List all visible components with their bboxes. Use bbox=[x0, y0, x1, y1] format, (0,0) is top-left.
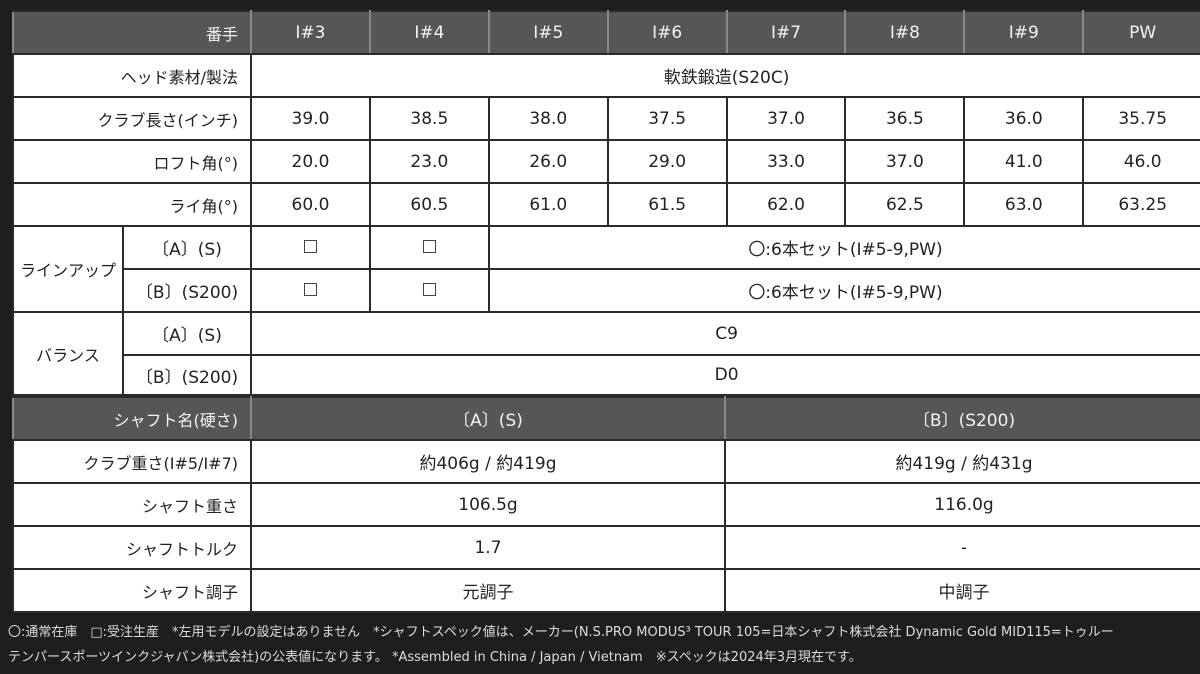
shaft-label: 〔B〕(S200) bbox=[121, 268, 253, 313]
club-header: I#4 bbox=[368, 10, 490, 55]
table-row: クラブ重さ(I#5/I#7) 約406g / 約419g 約419g / 約43… bbox=[12, 439, 1200, 484]
shaft-label: 〔B〕(S200) bbox=[121, 354, 253, 396]
square-icon bbox=[303, 282, 317, 296]
cell: 46.0 bbox=[1082, 139, 1200, 184]
cell: 元調子 bbox=[250, 568, 726, 613]
cell: 116.0g bbox=[724, 482, 1200, 527]
cell: 38.0 bbox=[487, 96, 609, 141]
shaft-label: 〔A〕(S) bbox=[121, 225, 253, 270]
made-to-order-mark bbox=[368, 225, 490, 270]
row-label: ヘッド素材/製法 bbox=[11, 53, 253, 98]
cell: 23.0 bbox=[368, 139, 490, 184]
shaft-label: 〔A〕(S) bbox=[121, 311, 253, 356]
header-row: シャフト名(硬さ) 〔A〕(S) 〔B〕(S200) bbox=[12, 396, 1200, 441]
balance-value: C9 bbox=[250, 311, 1200, 356]
club-header: I#5 bbox=[487, 10, 609, 55]
lineup-row: 〔B〕(S200) 〇:6本セット(I#5-9,PW) bbox=[13, 268, 1200, 313]
square-icon bbox=[422, 282, 436, 296]
length-row: クラブ長さ(インチ) 39.0 38.5 38.0 37.5 37.0 36.5… bbox=[11, 96, 1200, 141]
set-value: 〇:6本セット(I#5-9,PW) bbox=[487, 268, 1200, 313]
club-header: I#6 bbox=[606, 10, 728, 55]
row-label: シャフト調子 bbox=[12, 568, 252, 613]
cell: 63.25 bbox=[1082, 182, 1200, 227]
club-header: PW bbox=[1082, 10, 1200, 55]
head-material-row: ヘッド素材/製法 軟鉄鍛造(S20C) bbox=[11, 53, 1200, 98]
loft-row: ロフト角(°) 20.0 23.0 26.0 29.0 33.0 37.0 41… bbox=[11, 139, 1200, 184]
set-value: 〇:6本セット(I#5-9,PW) bbox=[487, 225, 1200, 270]
cell: 62.5 bbox=[844, 182, 966, 227]
club-number-label: 番手 bbox=[11, 10, 253, 55]
cell: 61.0 bbox=[487, 182, 609, 227]
spec-table: 番手 I#3 I#4 I#5 I#6 I#7 I#8 I#9 PW ヘッド素材/… bbox=[11, 10, 1200, 396]
balance-label: バランス bbox=[12, 311, 124, 396]
cell: 26.0 bbox=[487, 139, 609, 184]
cell: 35.75 bbox=[1082, 96, 1200, 141]
footnote-line-1: 〇:通常在庫 □:受注生産 *左用モデルの設定はありません *シャフトスペック値… bbox=[8, 625, 1114, 640]
row-label: シャフト重さ bbox=[12, 482, 252, 527]
club-header: I#8 bbox=[844, 10, 966, 55]
row-label: クラブ重さ(I#5/I#7) bbox=[12, 439, 252, 484]
shaft-header: 〔B〕(S200) bbox=[724, 396, 1200, 441]
table-row: シャフト調子 元調子 中調子 bbox=[12, 568, 1200, 613]
square-icon bbox=[303, 239, 317, 253]
cell: 約419g / 約431g bbox=[724, 439, 1200, 484]
cell: - bbox=[724, 525, 1200, 570]
cell: 37.0 bbox=[725, 96, 847, 141]
cell: 60.0 bbox=[250, 182, 371, 227]
cell: 20.0 bbox=[250, 139, 371, 184]
cell: 63.0 bbox=[963, 182, 1085, 227]
cell: 36.0 bbox=[963, 96, 1085, 141]
cell: 中調子 bbox=[724, 568, 1200, 613]
lineup-label: ラインアップ bbox=[12, 225, 124, 313]
head-material-value: 軟鉄鍛造(S20C) bbox=[250, 53, 1200, 98]
shaft-name-label: シャフト名(硬さ) bbox=[12, 396, 252, 441]
cell: 41.0 bbox=[963, 139, 1085, 184]
cell: 61.5 bbox=[606, 182, 728, 227]
cell: 39.0 bbox=[250, 96, 371, 141]
lie-row: ライ角(°) 60.0 60.5 61.0 61.5 62.0 62.5 63.… bbox=[11, 182, 1200, 227]
cell: 29.0 bbox=[606, 139, 728, 184]
balance-row: 〔B〕(S200) D0 bbox=[13, 354, 1200, 396]
cell: 1.7 bbox=[250, 525, 726, 570]
cell: 38.5 bbox=[368, 96, 490, 141]
club-header: I#3 bbox=[250, 10, 371, 55]
cell: 106.5g bbox=[250, 482, 726, 527]
made-to-order-mark bbox=[250, 225, 371, 270]
row-label: クラブ長さ(インチ) bbox=[11, 96, 253, 141]
cell: 36.5 bbox=[844, 96, 966, 141]
row-label: ライ角(°) bbox=[11, 182, 253, 227]
cell: 約406g / 約419g bbox=[250, 439, 726, 484]
cell: 60.5 bbox=[368, 182, 490, 227]
lineup-row: ラインアップ 〔A〕(S) 〇:6本セット(I#5-9,PW) bbox=[12, 225, 1200, 313]
made-to-order-mark bbox=[368, 268, 490, 313]
header-row: 番手 I#3 I#4 I#5 I#6 I#7 I#8 I#9 PW bbox=[11, 10, 1200, 55]
square-icon bbox=[422, 239, 436, 253]
made-to-order-mark bbox=[250, 268, 371, 313]
club-header: I#9 bbox=[963, 10, 1085, 55]
balance-row: バランス 〔A〕(S) C9 bbox=[12, 311, 1200, 396]
row-label: シャフトトルク bbox=[12, 525, 252, 570]
shaft-table: シャフト名(硬さ) 〔A〕(S) 〔B〕(S200) クラブ重さ(I#5/I#7… bbox=[12, 396, 1200, 613]
shaft-header: 〔A〕(S) bbox=[250, 396, 726, 441]
table-row: シャフトトルク 1.7 - bbox=[12, 525, 1200, 570]
balance-value: D0 bbox=[250, 354, 1200, 396]
cell: 62.0 bbox=[725, 182, 847, 227]
club-header: I#7 bbox=[725, 10, 847, 55]
cell: 37.5 bbox=[606, 96, 728, 141]
footnote-line-2: テンパースポーツインクジャパン株式会社)の公表値になります。 *Assemble… bbox=[8, 650, 862, 665]
cell: 37.0 bbox=[844, 139, 966, 184]
row-label: ロフト角(°) bbox=[11, 139, 253, 184]
table-row: シャフト重さ 106.5g 116.0g bbox=[12, 482, 1200, 527]
cell: 33.0 bbox=[725, 139, 847, 184]
